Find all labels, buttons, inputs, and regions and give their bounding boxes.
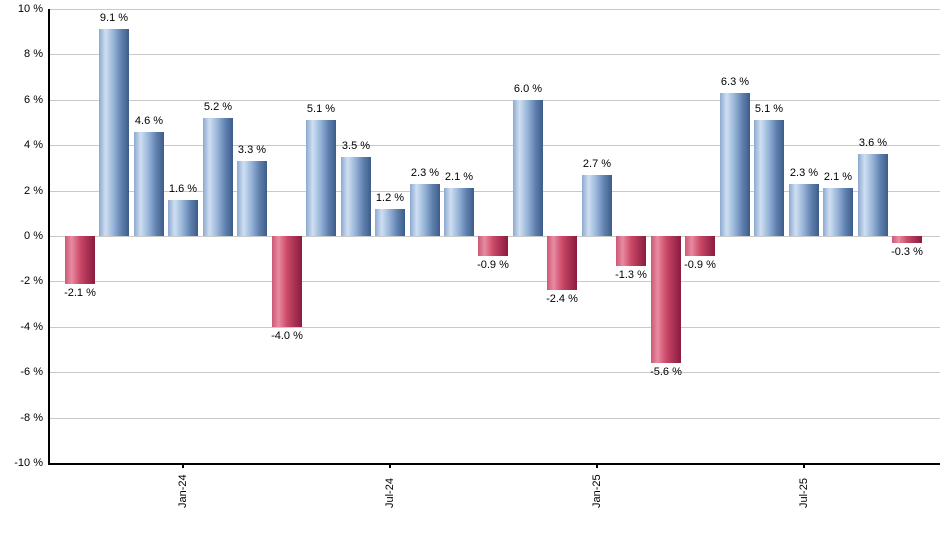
bar-value-label: 2.3 % <box>410 167 440 179</box>
bar-value-label: 3.3 % <box>237 144 267 156</box>
x-tick-label: Jul-24 <box>384 478 396 508</box>
gridline-8pct <box>48 54 940 55</box>
y-tick-label: -4 % <box>20 321 43 333</box>
negative-bar <box>616 236 646 266</box>
bar-value-label: -4.0 % <box>271 330 303 342</box>
bar-value-label: 5.1 % <box>754 103 784 115</box>
bar-value-label: -2.1 % <box>64 287 96 299</box>
positive-bar <box>203 118 233 236</box>
bar-value-label: 6.3 % <box>720 76 750 88</box>
negative-bar <box>272 236 302 327</box>
positive-bar <box>134 132 164 236</box>
positive-bar <box>513 100 543 236</box>
x-tick <box>596 463 598 468</box>
bar-value-label: 9.1 % <box>99 12 129 24</box>
positive-bar <box>444 188 474 236</box>
y-tick-label: -2 % <box>20 275 43 287</box>
negative-bar <box>547 236 577 290</box>
positive-bar <box>410 184 440 236</box>
bar-value-label: 3.5 % <box>341 140 371 152</box>
negative-bar <box>651 236 681 363</box>
y-tick-label: 4 % <box>24 139 43 151</box>
y-tick-label: -6 % <box>20 366 43 378</box>
x-tick-label: Jul-25 <box>798 478 810 508</box>
x-tick <box>389 463 391 468</box>
negative-bar <box>478 236 508 256</box>
x-axis-line <box>48 463 940 465</box>
bar-value-label: 1.2 % <box>375 192 405 204</box>
bar-value-label: -0.9 % <box>477 259 509 271</box>
x-tick-label: Jan-24 <box>177 474 189 508</box>
y-tick-label: 10 % <box>17 3 43 15</box>
gridline--6pct <box>48 372 940 373</box>
negative-bar <box>65 236 95 284</box>
bar-value-label: -5.6 % <box>650 366 682 378</box>
positive-bar <box>99 29 129 236</box>
bar-value-label: 2.1 % <box>444 171 474 183</box>
positive-bar <box>168 200 198 236</box>
x-tick <box>803 463 805 468</box>
y-tick-label: 2 % <box>24 185 43 197</box>
positive-bar <box>754 120 784 236</box>
bar-value-label: -0.3 % <box>891 246 923 258</box>
bar-value-label: 5.1 % <box>306 103 336 115</box>
gridline--8pct <box>48 418 940 419</box>
bar-value-label: -2.4 % <box>546 293 578 305</box>
y-tick-label: -10 % <box>14 457 43 469</box>
positive-bar <box>720 93 750 236</box>
positive-bar <box>823 188 853 236</box>
gridline--2pct <box>48 281 940 282</box>
bar-value-label: 4.6 % <box>134 115 164 127</box>
bar-value-label: -0.9 % <box>684 259 716 271</box>
gridline-10pct <box>48 9 940 10</box>
bar-value-label: 1.6 % <box>168 183 198 195</box>
gridline-4pct <box>48 145 940 146</box>
bar-value-label: 3.6 % <box>858 137 888 149</box>
bar-value-label: 6.0 % <box>513 83 543 95</box>
bar-value-label: 5.2 % <box>203 101 233 113</box>
positive-bar <box>237 161 267 236</box>
positive-bar <box>789 184 819 236</box>
x-tick-label: Jan-25 <box>591 474 603 508</box>
y-tick-label: 8 % <box>24 48 43 60</box>
negative-bar <box>892 236 922 243</box>
positive-bar <box>375 209 405 236</box>
y-tick-label: -8 % <box>20 412 43 424</box>
gridline--4pct <box>48 327 940 328</box>
y-tick-label: 0 % <box>24 230 43 242</box>
negative-bar <box>685 236 715 256</box>
positive-bar <box>341 157 371 236</box>
y-tick-label: 6 % <box>24 94 43 106</box>
gridline-6pct <box>48 100 940 101</box>
bar-value-label: 2.1 % <box>823 171 853 183</box>
x-tick <box>182 463 184 468</box>
gridline-2pct <box>48 191 940 192</box>
positive-bar <box>858 154 888 236</box>
bar-value-label: 2.7 % <box>582 158 612 170</box>
bar-value-label: -1.3 % <box>615 269 647 281</box>
positive-bar <box>306 120 336 236</box>
bar-value-label: 2.3 % <box>789 167 819 179</box>
y-axis-line <box>48 9 50 465</box>
positive-bar <box>582 175 612 236</box>
